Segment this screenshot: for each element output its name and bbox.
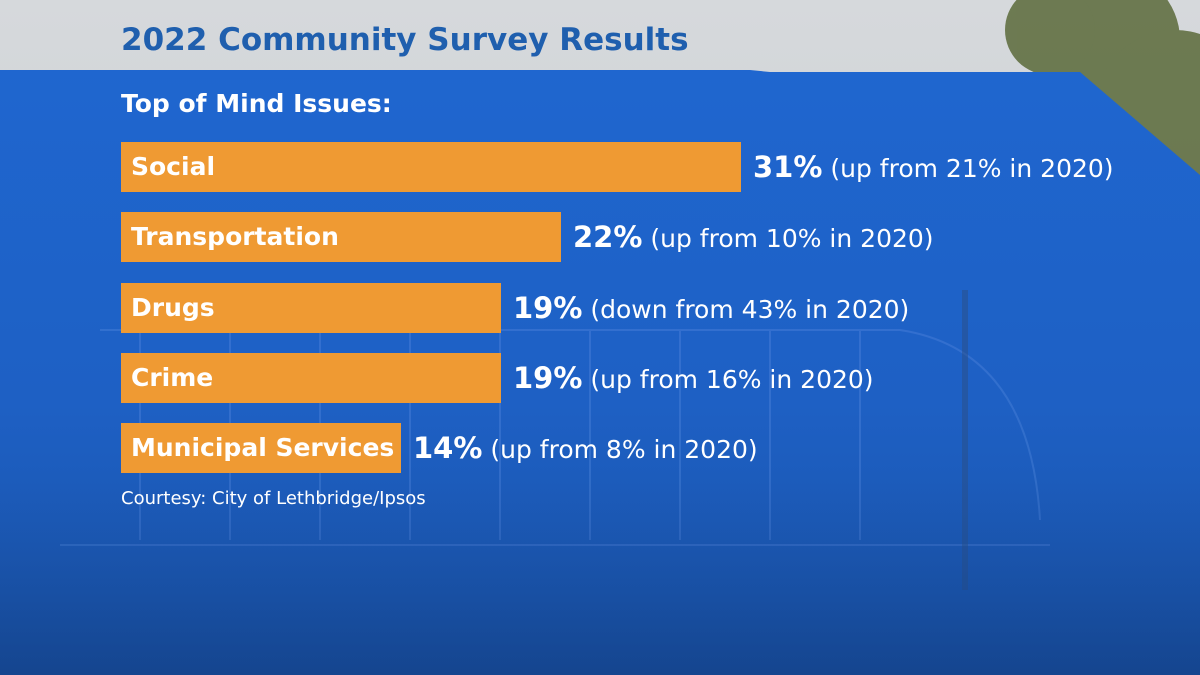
- value-label: 14% (up from 8% in 2020): [413, 423, 758, 473]
- value-percent: 22%: [573, 220, 643, 254]
- value-label: 19% (down from 43% in 2020): [513, 283, 909, 333]
- bar-label: Social: [131, 152, 216, 181]
- value-percent: 31%: [753, 150, 823, 184]
- value-label: 31% (up from 21% in 2020): [753, 142, 1114, 192]
- value-percent: 19%: [513, 361, 583, 395]
- value-label: 19% (up from 16% in 2020): [513, 353, 874, 403]
- bar-label: Municipal Services: [131, 433, 395, 462]
- value-percent: 14%: [413, 431, 483, 465]
- bar-label: Transportation: [131, 222, 339, 251]
- chart-subtitle: Top of Mind Issues:: [121, 89, 392, 118]
- bar-label: Crime: [131, 363, 214, 392]
- value-percent: 19%: [513, 291, 583, 325]
- bar: [121, 142, 741, 192]
- comparison-note: (up from 8% in 2020): [490, 435, 758, 464]
- bar-label: Drugs: [131, 293, 215, 322]
- bar: [121, 423, 401, 473]
- comparison-note: (up from 21% in 2020): [830, 154, 1114, 183]
- bar: [121, 212, 561, 262]
- comparison-note: (up from 16% in 2020): [590, 365, 874, 394]
- source-credit: Courtesy: City of Lethbridge/Ipsos: [121, 488, 426, 509]
- value-label: 22% (up from 10% in 2020): [573, 212, 934, 262]
- bar: [121, 353, 501, 403]
- comparison-note: (up from 10% in 2020): [650, 224, 934, 253]
- chart-title: 2022 Community Survey Results: [121, 22, 689, 58]
- bar: [121, 283, 501, 333]
- comparison-note: (down from 43% in 2020): [590, 295, 910, 324]
